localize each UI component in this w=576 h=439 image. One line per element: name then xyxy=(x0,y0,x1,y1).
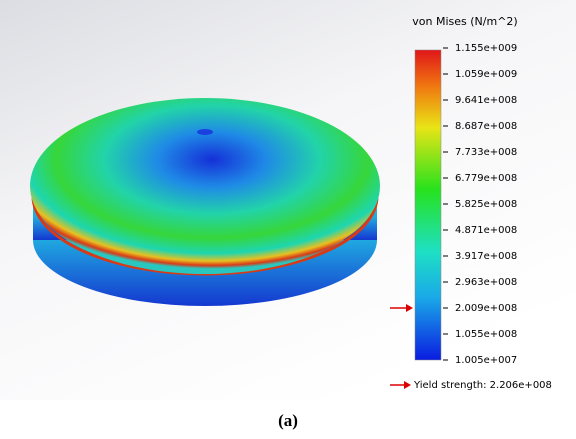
screenshot: von Mises (N/m^2) 1.155e+009 1.059e+009 9.… xyxy=(0,0,576,439)
tick-label: 7.733e+008 xyxy=(455,147,517,158)
tick-label: 8.687e+008 xyxy=(455,121,517,132)
caption: (a) xyxy=(278,411,298,430)
tick-label: 1.155e+009 xyxy=(455,43,517,54)
tick-label: 6.779e+008 xyxy=(455,173,517,184)
model xyxy=(30,98,380,306)
tick-label: 1.055e+008 xyxy=(455,329,517,340)
tick-label: 3.917e+008 xyxy=(455,251,517,262)
tick-label: 5.825e+008 xyxy=(455,199,517,210)
tick-label: 9.641e+008 xyxy=(455,95,517,106)
yield-label: Yield strength: 2.206e+008 xyxy=(413,380,552,391)
tick-label: 2.009e+008 xyxy=(455,303,517,314)
legend-title: von Mises (N/m^2) xyxy=(412,15,517,28)
tick-label: 1.059e+009 xyxy=(455,69,517,80)
color-bar xyxy=(415,50,441,360)
yield-legend: Yield strength: 2.206e+008 xyxy=(390,380,552,391)
tick-label: 4.871e+008 xyxy=(455,225,517,236)
tick-label: 2.963e+008 xyxy=(455,277,517,288)
tick-label: 1.005e+007 xyxy=(455,355,517,366)
